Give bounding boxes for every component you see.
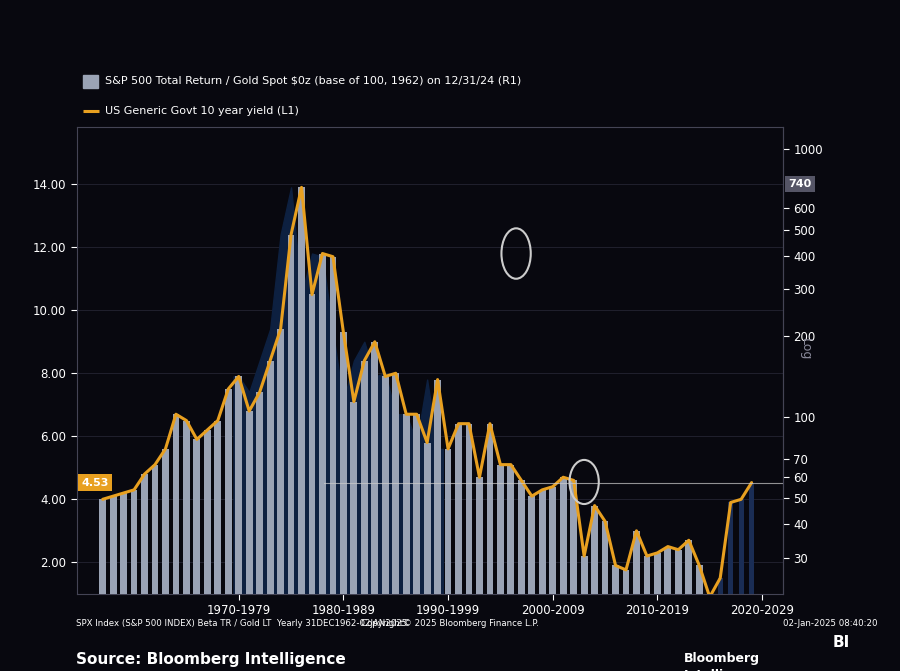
Bar xyxy=(686,540,692,625)
Bar xyxy=(392,373,399,625)
Bar xyxy=(277,329,284,625)
Bar xyxy=(528,496,536,625)
Bar xyxy=(141,474,148,625)
Bar xyxy=(266,361,274,625)
Bar xyxy=(225,389,231,625)
Bar xyxy=(173,414,179,625)
Bar xyxy=(707,597,712,625)
Bar xyxy=(340,332,346,625)
Bar xyxy=(539,490,545,625)
Bar xyxy=(99,499,106,625)
Bar xyxy=(445,449,452,625)
Bar xyxy=(372,342,378,625)
Bar xyxy=(633,531,640,625)
Bar xyxy=(487,423,493,625)
Bar xyxy=(320,254,326,625)
Text: US Generic Govt 10 year yield (L1): US Generic Govt 10 year yield (L1) xyxy=(105,105,300,115)
Text: Source: Bloomberg Intelligence: Source: Bloomberg Intelligence xyxy=(76,652,346,667)
Text: S&P 500 Total Return / Gold Spot $0z (base of 100, 1962) on 12/31/24 (R1): S&P 500 Total Return / Gold Spot $0z (ba… xyxy=(105,76,522,86)
Bar xyxy=(717,578,723,625)
Bar xyxy=(183,421,190,625)
Bar xyxy=(424,443,430,625)
Bar xyxy=(151,464,158,625)
Bar xyxy=(612,566,619,625)
Bar xyxy=(204,430,211,625)
Bar xyxy=(246,411,253,625)
Bar xyxy=(455,423,462,625)
Bar xyxy=(739,499,743,625)
Bar xyxy=(549,486,556,625)
Bar xyxy=(214,421,221,625)
Bar xyxy=(194,440,201,625)
Bar xyxy=(162,449,169,625)
Bar xyxy=(298,187,305,625)
Bar xyxy=(696,566,703,625)
Bar xyxy=(329,257,337,625)
Text: 740: 740 xyxy=(788,179,812,189)
Bar xyxy=(654,553,661,625)
Text: Log: Log xyxy=(799,338,812,360)
Bar xyxy=(497,464,504,625)
Bar xyxy=(518,480,525,625)
Bar xyxy=(309,295,315,625)
Text: 02-Jan-2025 08:40:20: 02-Jan-2025 08:40:20 xyxy=(783,619,878,627)
Bar xyxy=(121,493,127,625)
Text: 4.53: 4.53 xyxy=(82,478,109,488)
Bar xyxy=(130,490,138,625)
Bar xyxy=(350,402,357,625)
Bar xyxy=(465,423,472,625)
Bar xyxy=(476,477,483,625)
Bar xyxy=(288,235,294,625)
Bar xyxy=(623,570,629,625)
Text: Bloomberg
Intelligence: Bloomberg Intelligence xyxy=(684,652,766,671)
Bar xyxy=(83,74,97,87)
Bar xyxy=(580,556,588,625)
Bar xyxy=(664,547,671,625)
Bar xyxy=(675,550,681,625)
Bar xyxy=(728,503,733,625)
Bar xyxy=(235,376,242,625)
Text: SPX Index (S&P 500 INDEX) Beta TR / Gold LT  Yearly 31DEC1962-02JAN2025: SPX Index (S&P 500 INDEX) Beta TR / Gold… xyxy=(76,619,408,627)
Bar xyxy=(361,361,368,625)
Bar xyxy=(110,496,116,625)
Bar xyxy=(403,414,410,625)
Text: BI: BI xyxy=(832,635,850,650)
Bar xyxy=(560,477,567,625)
Bar xyxy=(749,482,754,625)
Bar xyxy=(413,414,420,625)
Bar xyxy=(256,392,263,625)
Bar xyxy=(508,464,514,625)
Bar xyxy=(644,556,651,625)
Bar xyxy=(571,480,577,625)
Bar xyxy=(602,521,608,625)
Bar xyxy=(382,376,389,625)
Text: Copyright© 2025 Bloomberg Finance L.P.: Copyright© 2025 Bloomberg Finance L.P. xyxy=(361,619,539,627)
Bar xyxy=(434,380,441,625)
Bar xyxy=(591,506,598,625)
